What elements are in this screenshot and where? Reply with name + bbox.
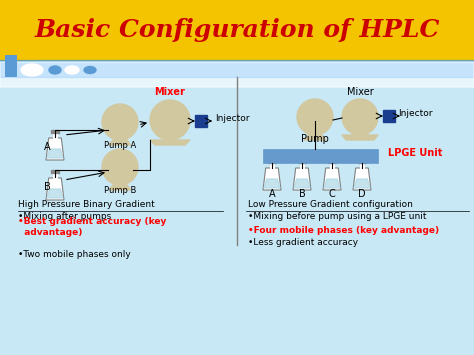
Polygon shape <box>109 185 131 190</box>
Bar <box>0 60 474 77</box>
Circle shape <box>150 100 190 140</box>
Polygon shape <box>46 138 64 160</box>
Polygon shape <box>47 189 63 198</box>
Circle shape <box>102 104 138 140</box>
Text: Pump A: Pump A <box>104 141 136 150</box>
Polygon shape <box>353 168 371 190</box>
Text: C: C <box>328 189 336 199</box>
Polygon shape <box>150 140 190 145</box>
Text: •Best gradient accuracy (key
  advantage): •Best gradient accuracy (key advantage) <box>18 217 166 237</box>
Polygon shape <box>323 168 341 190</box>
Text: •Mixing before pump using a LPGE unit: •Mixing before pump using a LPGE unit <box>248 212 427 221</box>
Text: LPGE Unit: LPGE Unit <box>388 148 442 158</box>
Circle shape <box>342 99 378 135</box>
Circle shape <box>102 149 138 185</box>
Bar <box>298 160 306 163</box>
Bar <box>0 0 474 60</box>
Bar <box>5 55 17 77</box>
Text: D: D <box>358 189 366 199</box>
Text: •Less gradient accuracy: •Less gradient accuracy <box>248 238 358 247</box>
Ellipse shape <box>21 64 43 76</box>
Ellipse shape <box>49 66 61 74</box>
Text: Injector: Injector <box>215 114 249 123</box>
Text: B: B <box>44 182 51 192</box>
Bar <box>53 133 57 138</box>
Text: Pump: Pump <box>301 134 329 144</box>
Bar <box>263 149 378 163</box>
Text: A: A <box>44 142 51 152</box>
Text: Low Pressure Gradient configuration: Low Pressure Gradient configuration <box>248 200 413 209</box>
Text: Basic Configuration of HPLC: Basic Configuration of HPLC <box>34 18 440 42</box>
FancyBboxPatch shape <box>0 62 474 87</box>
Polygon shape <box>293 168 311 190</box>
Bar <box>300 163 304 168</box>
Text: •Two mobile phases only: •Two mobile phases only <box>18 250 131 259</box>
Text: •Mixing after pumps: •Mixing after pumps <box>18 212 111 221</box>
Bar <box>195 115 207 127</box>
Bar <box>270 163 274 168</box>
Text: Mixer: Mixer <box>155 87 185 97</box>
Circle shape <box>297 99 333 135</box>
Bar <box>51 170 59 173</box>
Polygon shape <box>294 179 310 188</box>
Bar <box>53 173 57 178</box>
Bar <box>358 160 366 163</box>
Ellipse shape <box>84 66 96 73</box>
Polygon shape <box>264 179 280 188</box>
Bar <box>268 160 276 163</box>
Polygon shape <box>47 149 63 158</box>
Bar <box>330 163 334 168</box>
Bar <box>328 160 336 163</box>
Polygon shape <box>109 140 131 145</box>
Text: Mixer: Mixer <box>346 87 374 97</box>
Polygon shape <box>46 178 64 200</box>
Text: •Four mobile phases (key advantage): •Four mobile phases (key advantage) <box>248 226 439 235</box>
Polygon shape <box>304 135 326 140</box>
Polygon shape <box>263 168 281 190</box>
Text: High Pressure Binary Gradient: High Pressure Binary Gradient <box>18 200 155 209</box>
Polygon shape <box>354 179 370 188</box>
Text: A: A <box>269 189 275 199</box>
Text: B: B <box>299 189 305 199</box>
Bar <box>360 163 364 168</box>
Polygon shape <box>324 179 340 188</box>
Bar <box>51 130 59 133</box>
Text: Pump B: Pump B <box>104 186 136 195</box>
Polygon shape <box>342 135 378 140</box>
Text: Injector: Injector <box>398 109 432 118</box>
Ellipse shape <box>65 66 79 74</box>
Bar <box>383 110 395 122</box>
